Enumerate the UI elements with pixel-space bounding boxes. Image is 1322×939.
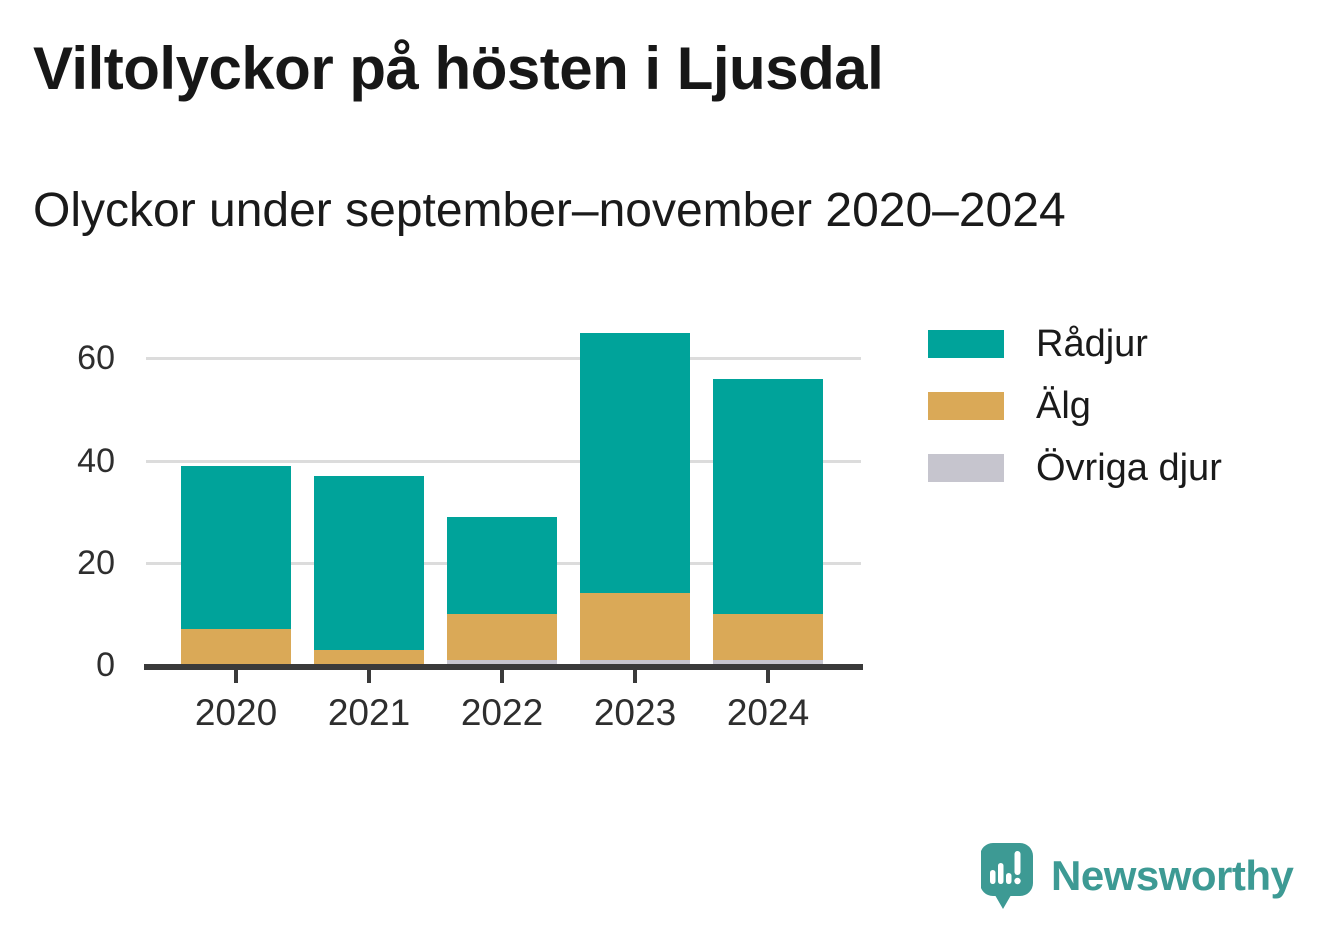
legend-item-övriga-djur: Övriga djur xyxy=(928,447,1222,489)
y-tick-label-20: 20 xyxy=(77,543,115,582)
bar-segment-2022-älg xyxy=(447,613,557,660)
legend-label-1: Älg xyxy=(1036,384,1091,427)
bar-segment-2022-rådjur xyxy=(447,516,557,614)
bar-segment-2023-älg xyxy=(580,593,690,660)
x-tick-label-2024: 2024 xyxy=(726,692,810,733)
legend-swatch-2 xyxy=(928,454,1004,482)
legend-item-rådjur: Rådjur xyxy=(928,323,1222,365)
y-tick-label-0: 0 xyxy=(96,646,115,684)
y-tick-label-60: 60 xyxy=(77,339,115,378)
bar-segment-2023-rådjur xyxy=(580,332,690,594)
x-tick-label-2022: 2022 xyxy=(460,692,544,733)
x-tick-2024 xyxy=(766,670,770,683)
x-tick-2020 xyxy=(234,670,238,683)
newsworthy-branding: Newsworthy xyxy=(981,842,1294,910)
legend-swatch-0 xyxy=(928,330,1004,358)
x-tick-2022 xyxy=(500,670,504,683)
bar-segment-2020-älg xyxy=(181,629,291,665)
legend-label-2: Övriga djur xyxy=(1036,446,1222,489)
y-tick-label-40: 40 xyxy=(77,441,115,480)
gridline-y-60 xyxy=(146,357,861,361)
x-axis-line xyxy=(144,664,863,670)
x-tick-label-2023: 2023 xyxy=(593,692,677,733)
bar-segment-2021-rådjur xyxy=(314,475,424,650)
x-tick-2021 xyxy=(367,670,371,683)
plot-area xyxy=(146,330,861,665)
chart-title: Viltolyckor på hösten i Ljusdal xyxy=(33,35,884,102)
bar-segment-2024-rådjur xyxy=(713,378,823,614)
newsworthy-logo-text: Newsworthy xyxy=(1051,852,1294,899)
bar-segment-2024-älg xyxy=(713,613,823,660)
bar-segment-2020-rådjur xyxy=(181,465,291,630)
x-tick-2023 xyxy=(633,670,637,683)
legend-label-0: Rådjur xyxy=(1036,322,1148,365)
bar-segment-2024-övriga-djur xyxy=(713,659,823,665)
bar-segment-2021-älg xyxy=(314,649,424,665)
gridline-y-40 xyxy=(146,459,861,463)
bar-segment-2022-övriga-djur xyxy=(447,659,557,665)
x-tick-label-2021: 2021 xyxy=(327,692,411,733)
legend-item-älg: Älg xyxy=(928,385,1222,427)
legend-swatch-1 xyxy=(928,392,1004,420)
bar-segment-2023-övriga-djur xyxy=(580,659,690,665)
chart-subtitle: Olyckor under september–november 2020–20… xyxy=(33,184,1066,237)
x-tick-label-2020: 2020 xyxy=(194,692,278,733)
chart-legend: Rådjur Älg Övriga djur xyxy=(928,323,1222,516)
newsworthy-speech-bubble-bar-chart-icon xyxy=(981,843,1033,909)
